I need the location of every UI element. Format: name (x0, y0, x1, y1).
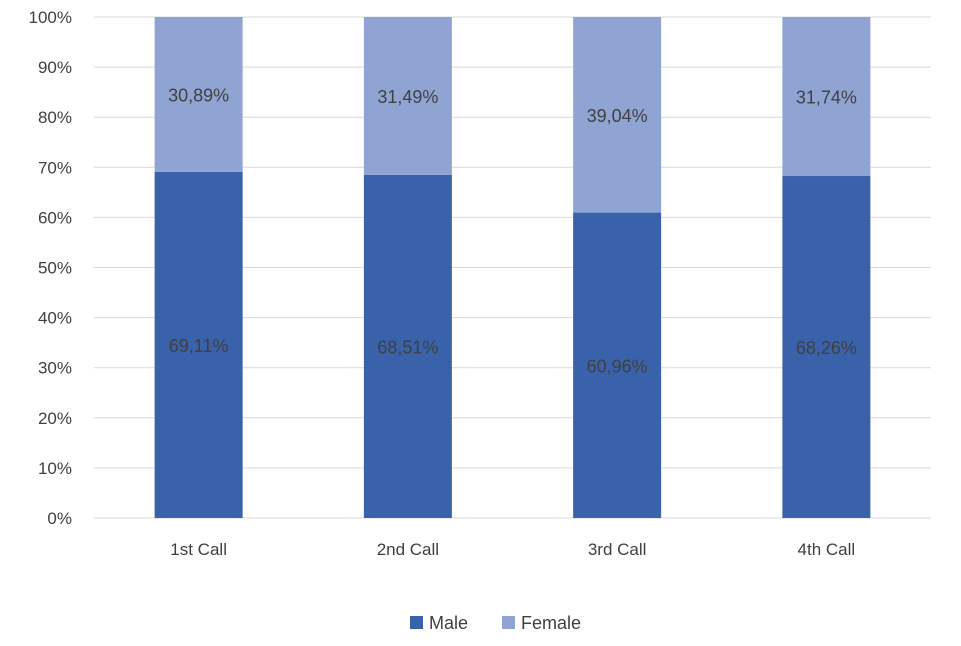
bar-female-3 (573, 17, 662, 213)
axes: 0% 10% 20% 30% 40% 50% 60% 70% 80% 90% 100% 1st Cal… (29, 8, 856, 559)
data-label-female: 39,04% (587, 106, 648, 126)
data-labels: 69,11% 30,89% 68,51% 31,49% 60,96% 39,04% 68,2… (168, 85, 857, 376)
data-label-male: 68,51% (377, 337, 438, 357)
y-tick-label: 70% (38, 158, 72, 177)
y-tick-label: 50% (38, 259, 72, 278)
x-category-label: 2nd Call (377, 540, 439, 559)
data-label-female: 31,74% (796, 88, 857, 108)
legend-label-female: Female (521, 613, 581, 633)
x-category-label: 3rd Call (588, 540, 647, 559)
data-label-female: 30,89% (168, 85, 229, 105)
legend-swatch-male (410, 616, 423, 629)
y-tick-label: 30% (38, 359, 72, 378)
y-tick-label: 80% (38, 108, 72, 127)
y-tick-label: 10% (38, 459, 72, 478)
bar-female-4 (782, 17, 871, 177)
legend: Male Female (410, 613, 581, 633)
y-tick-label: 60% (38, 208, 72, 227)
y-tick-label: 0% (47, 509, 72, 528)
x-category-label: 4th Call (798, 540, 856, 559)
data-label-male: 60,96% (587, 356, 648, 376)
bar-male-1 (154, 171, 243, 518)
data-label-male: 69,11% (169, 336, 229, 356)
y-tick-label: 20% (38, 409, 72, 428)
bar-female-2 (363, 17, 452, 175)
bar-male-2 (363, 174, 452, 518)
legend-swatch-female (502, 616, 515, 629)
x-category-label: 1st Call (170, 540, 227, 559)
y-tick-label: 90% (38, 58, 72, 77)
y-tick-label: 40% (38, 309, 72, 328)
bar-male-4 (782, 176, 871, 518)
data-label-female: 31,49% (377, 87, 438, 107)
bar-male-3 (573, 212, 662, 518)
bars (154, 17, 871, 518)
data-label-male: 68,26% (796, 338, 857, 358)
y-tick-label: 100% (29, 8, 72, 27)
legend-label-male: Male (429, 613, 468, 633)
bar-female-1 (154, 17, 243, 172)
